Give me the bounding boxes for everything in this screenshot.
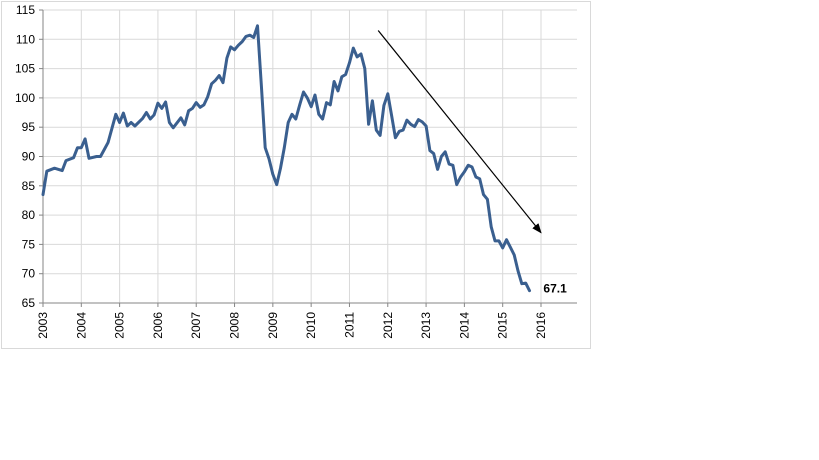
axes [39, 9, 577, 307]
x-tick-label: 2010 [304, 312, 318, 339]
x-tick-label: 2005 [113, 312, 127, 339]
x-tick-label: 2009 [266, 312, 280, 339]
y-tick-label: 80 [22, 208, 36, 222]
y-tick-label: 115 [16, 3, 35, 17]
y-tick-label: 65 [22, 296, 36, 310]
y-tick-label: 105 [15, 62, 35, 76]
x-tick-label: 2012 [381, 312, 395, 339]
x-tick-label: 2007 [189, 312, 203, 339]
x-axis-ticks: 2003 2004 2005 2006 2007 2008 2009 2010 2011 2012… [36, 312, 548, 339]
x-tick-label: 2015 [496, 312, 510, 339]
y-tick-label: 100 [15, 91, 35, 105]
x-tick-label: 2014 [457, 312, 471, 339]
trend-arrow [377, 30, 542, 234]
x-tick-label: 2006 [151, 312, 165, 339]
x-tick-label: 2011 [342, 312, 356, 338]
x-tick-label: 2004 [74, 312, 88, 339]
y-tick-label: 90 [22, 150, 36, 164]
data-line [41, 24, 531, 293]
y-tick-label: 75 [22, 237, 36, 251]
y-tick-label: 70 [22, 267, 36, 281]
y-tick-label: 110 [16, 32, 35, 46]
x-tick-label: 2013 [419, 312, 433, 339]
y-tick-label: 95 [22, 120, 36, 134]
last-value-label: 67.1 [543, 282, 567, 296]
y-axis-ticks: 65 70 75 80 85 90 95 100 105 110 115 [15, 3, 35, 310]
chart-frame [1, 1, 591, 349]
x-tick-label: 2016 [534, 312, 548, 339]
x-tick-label: 2008 [228, 312, 242, 339]
x-tick-label: 2003 [36, 312, 50, 339]
gridlines [43, 9, 577, 303]
y-tick-label: 85 [22, 179, 36, 193]
